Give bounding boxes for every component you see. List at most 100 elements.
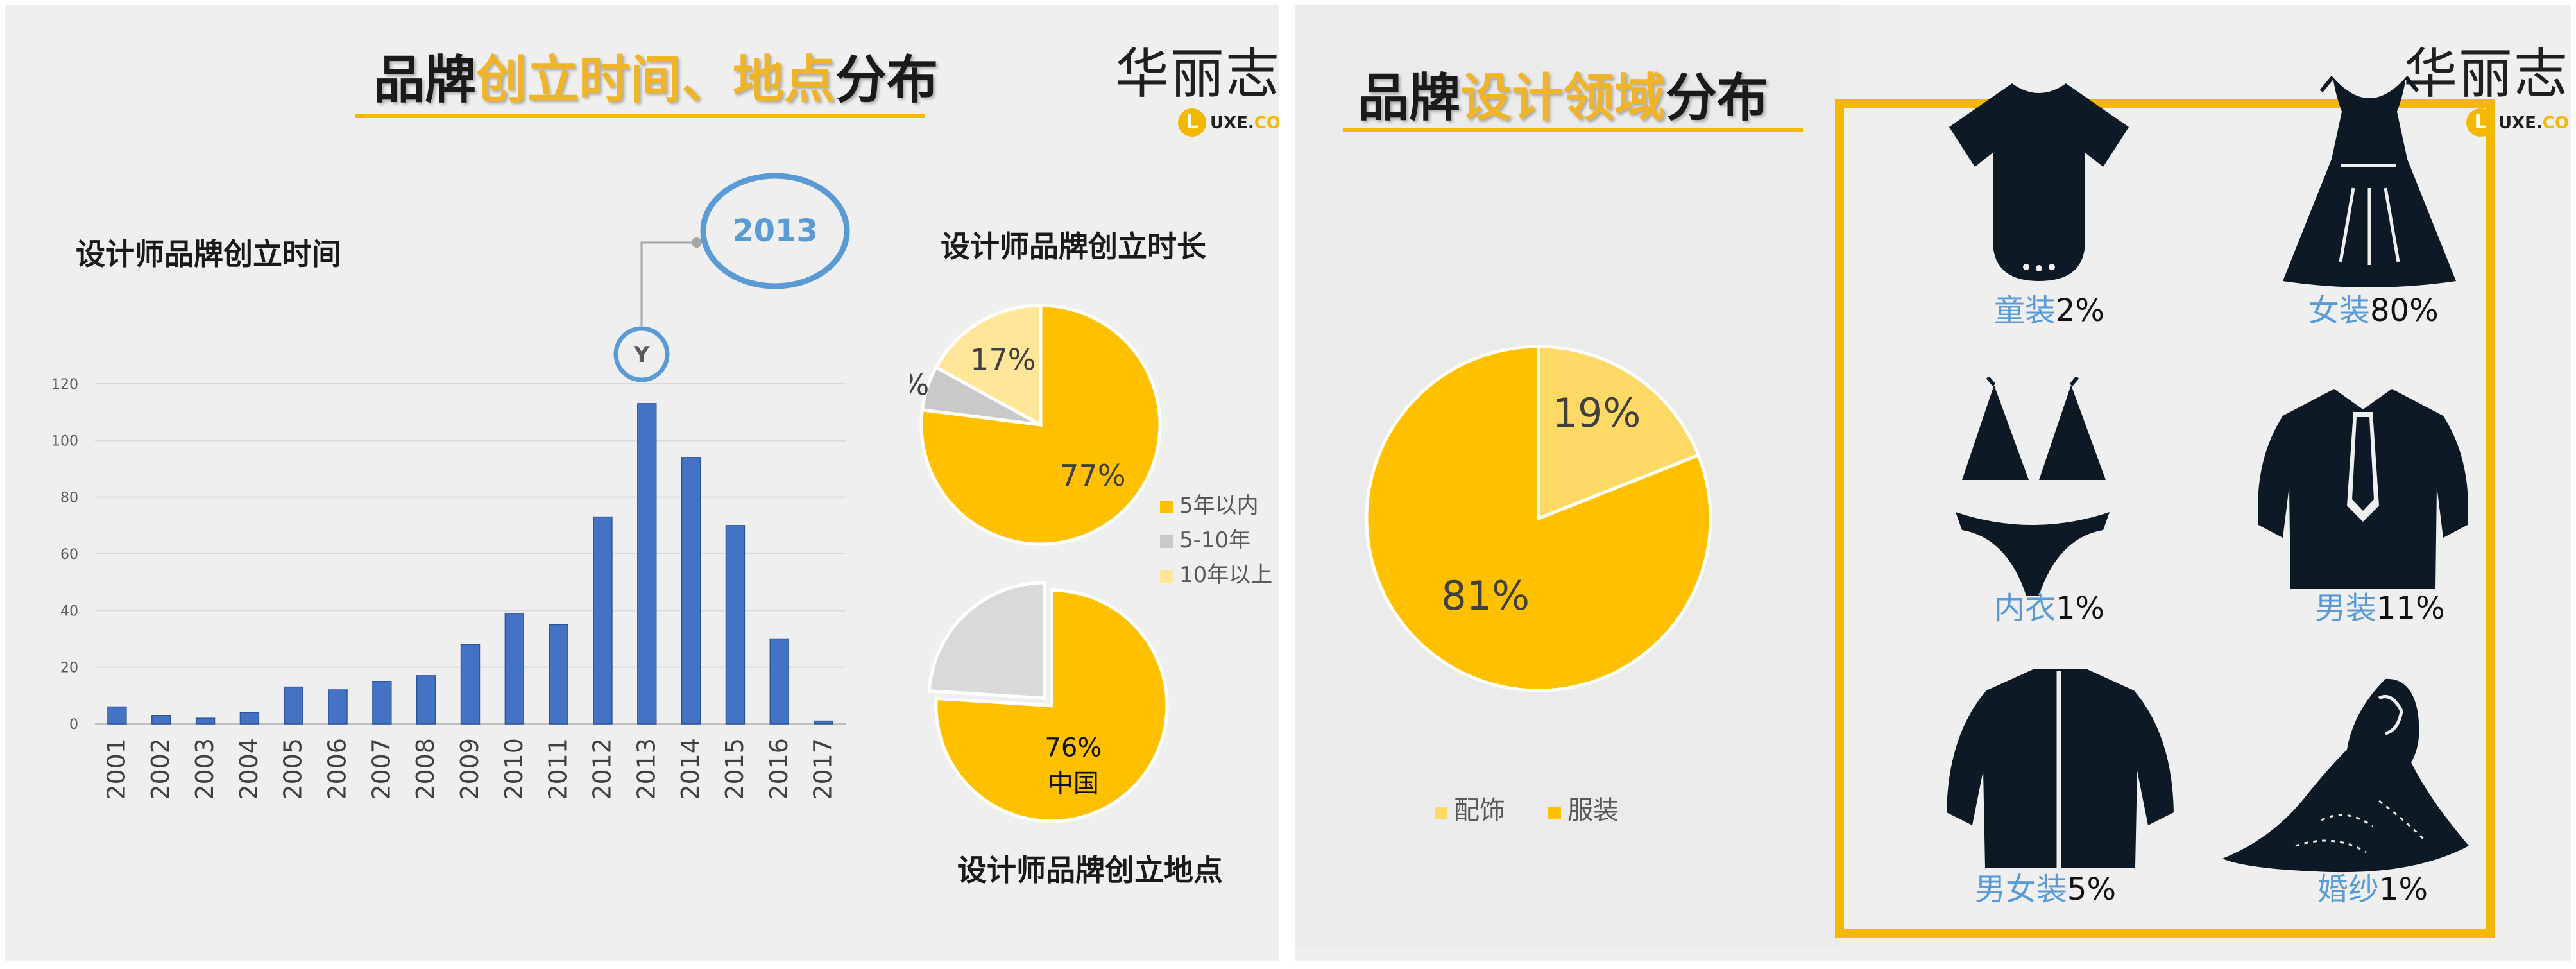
pie1-title: 设计师品牌创立时长 bbox=[941, 229, 1206, 264]
pie-duration: 77% 6% 17% bbox=[910, 304, 1162, 546]
pie-location: 76% 中国 bbox=[927, 581, 1169, 823]
legend-swatch bbox=[1160, 569, 1173, 583]
x-tick-label: 2002 bbox=[146, 738, 175, 800]
icon-label-men: 男装11% bbox=[2315, 583, 2445, 628]
logo-chinese: 华丽志 bbox=[2403, 42, 2570, 105]
bar-2008 bbox=[416, 675, 436, 725]
callout-dot bbox=[692, 237, 702, 248]
pie-slice bbox=[1365, 345, 1712, 692]
title-underline bbox=[355, 114, 925, 118]
icon-percent: 11% bbox=[2376, 590, 2445, 626]
logo-circle-icon: L bbox=[1178, 108, 1206, 137]
title-part-3: 分布 bbox=[835, 50, 938, 110]
wedding-gown-icon bbox=[2222, 678, 2469, 873]
x-tick-label: 2017 bbox=[809, 738, 837, 800]
callout-ellipse bbox=[700, 173, 850, 289]
icon-percent: 80% bbox=[2370, 293, 2439, 329]
legend-item: 配饰 bbox=[1435, 796, 1505, 825]
bar-2012 bbox=[593, 516, 613, 725]
legend-item: 5-10年 bbox=[1160, 522, 1272, 557]
legend-label: 服装 bbox=[1567, 796, 1619, 825]
pie-slice-label: 77% bbox=[1060, 458, 1125, 493]
legend-swatch bbox=[1548, 806, 1562, 819]
bar-2006 bbox=[328, 689, 348, 725]
callout-year-label: 2013 bbox=[732, 213, 818, 249]
pie-slice-label: 中国 bbox=[1048, 769, 1099, 798]
x-tick-label: 2011 bbox=[544, 738, 572, 800]
left-slide-title: 品牌创立时间、地点分布 bbox=[373, 39, 938, 113]
title-part-highlight: 创立时间、地点 bbox=[476, 50, 835, 110]
bar-2001 bbox=[107, 706, 127, 725]
y-tick-label: 0 bbox=[69, 717, 78, 733]
x-tick-label: 2003 bbox=[191, 738, 219, 800]
icon-category: 内衣 bbox=[1994, 590, 2056, 626]
icon-percent: 5% bbox=[2067, 871, 2117, 907]
bar-2010 bbox=[504, 613, 525, 725]
onesie-icon bbox=[1949, 83, 2129, 281]
x-tick-label: 2009 bbox=[456, 738, 484, 800]
logo-chinese: 华丽志 bbox=[1115, 42, 1279, 105]
legend-label: 10年以上 bbox=[1179, 562, 1273, 588]
x-tick-label: 2007 bbox=[367, 738, 395, 800]
icon-category: 童装 bbox=[1994, 293, 2056, 329]
legend-label: 5-10年 bbox=[1179, 527, 1251, 553]
title-part-highlight: 设计领域 bbox=[1460, 68, 1666, 128]
legend-label: 配饰 bbox=[1454, 796, 1505, 825]
bar-2003 bbox=[195, 717, 216, 725]
icon-percent: 1% bbox=[2056, 590, 2105, 626]
icon-label-wedding: 婚纱1% bbox=[2308, 864, 2437, 909]
pie-slice-label: 17% bbox=[970, 343, 1036, 377]
slide-design-field: 品牌设计领域分布 19% 81% 配饰 服装 华丽志 L UXE.CO bbox=[1295, 5, 2571, 961]
x-tick-label: 2012 bbox=[588, 738, 616, 800]
pie1-legend: 5年以内 5-10年 10年以上 bbox=[1160, 488, 1272, 592]
pie-design-field: 19% 81% bbox=[1365, 345, 1712, 692]
x-tick-label: 2014 bbox=[676, 738, 704, 800]
pie-slice bbox=[927, 581, 1046, 700]
x-tick-label: 2008 bbox=[411, 738, 439, 800]
legend-swatch bbox=[1160, 535, 1173, 548]
pie2-title: 设计师品牌创立地点 bbox=[957, 853, 1223, 888]
x-tick-label: 2001 bbox=[102, 738, 130, 800]
x-tick-label: 2016 bbox=[765, 738, 793, 800]
bar-2015 bbox=[725, 525, 746, 725]
bar-2016 bbox=[769, 638, 789, 725]
logo-english: UXE.CO bbox=[1210, 114, 1279, 133]
jacket-icon bbox=[1947, 669, 2174, 868]
brand-logo: 华丽志 L UXE.CO bbox=[1115, 31, 1279, 141]
title-part-1: 品牌 bbox=[1358, 68, 1460, 128]
y-tick-label: 100 bbox=[51, 433, 78, 449]
pie-slice bbox=[934, 304, 1043, 428]
bar-2011 bbox=[549, 624, 568, 725]
y-tick-label: 80 bbox=[60, 490, 78, 506]
legend-label: 5年以内 bbox=[1179, 493, 1259, 519]
pie-slice bbox=[934, 588, 1169, 823]
icon-category: 男装 bbox=[2315, 590, 2377, 626]
shirt-tie-icon bbox=[2258, 389, 2468, 589]
bar-2005 bbox=[284, 686, 303, 725]
title-part-1: 品牌 bbox=[373, 50, 476, 110]
logo-en-co: CO bbox=[1254, 114, 1279, 133]
bar-2007 bbox=[372, 681, 392, 725]
bar-2004 bbox=[239, 712, 260, 725]
y-tick-label: 60 bbox=[60, 547, 78, 563]
bar-2017 bbox=[814, 720, 833, 725]
y-tick-label: 20 bbox=[60, 660, 78, 676]
callout-connector bbox=[640, 241, 697, 326]
icon-label-unisex: 男女装5% bbox=[1962, 864, 2129, 909]
bar-2009 bbox=[460, 644, 481, 725]
bar-chart-title: 设计师品牌创立时间 bbox=[76, 237, 341, 271]
legend-item: 5年以内 bbox=[1160, 488, 1272, 522]
icon-percent: 2% bbox=[2056, 293, 2105, 329]
callout-2013: 2013 Y bbox=[613, 173, 850, 382]
logo-en-co: CO bbox=[2542, 114, 2569, 133]
x-tick-label: 2004 bbox=[235, 738, 263, 800]
title-underline bbox=[1343, 128, 1803, 132]
icon-label-underwear: 内衣1% bbox=[1994, 583, 2104, 628]
slide-brand-founding: 品牌创立时间、地点分布 华丽志 L UXE.CO 设计师品牌创立时间 设计师品牌… bbox=[5, 5, 1279, 961]
pie-slice-label: 19% bbox=[1552, 390, 1641, 436]
legend-item: 10年以上 bbox=[1160, 557, 1272, 592]
callout-small-circle bbox=[613, 326, 670, 382]
logo-en-text: UXE. bbox=[1210, 114, 1254, 133]
legend-swatch bbox=[1160, 500, 1173, 513]
y-tick-label: 40 bbox=[60, 603, 78, 619]
